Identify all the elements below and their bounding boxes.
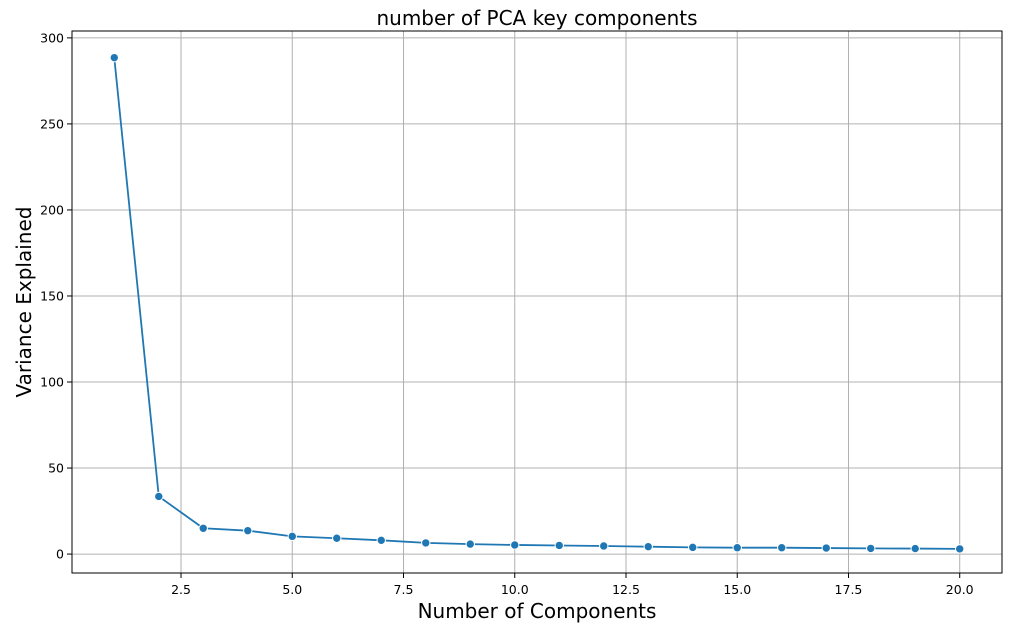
y-tick-label: 0 <box>56 547 64 562</box>
data-point <box>198 523 208 533</box>
x-tick-label: 17.5 <box>835 582 863 597</box>
data-point <box>154 491 164 502</box>
data-point <box>109 52 119 63</box>
y-tick-label: 200 <box>40 202 64 217</box>
x-tick-label: 7.5 <box>394 582 414 597</box>
data-point <box>599 541 609 551</box>
x-tick-label: 12.5 <box>612 582 640 597</box>
y-axis-label: Variance Explained <box>12 207 36 398</box>
chart-title: number of PCA key components <box>376 6 697 30</box>
series-layer <box>109 52 965 554</box>
data-point <box>910 543 920 554</box>
data-point <box>421 538 431 548</box>
y-tick-label: 100 <box>40 375 64 390</box>
data-point <box>243 525 253 536</box>
x-tick-label: 10.0 <box>501 582 529 597</box>
x-tick-label: 2.5 <box>171 582 191 597</box>
data-point <box>688 542 698 553</box>
series-line <box>113 57 960 550</box>
y-tick-label: 150 <box>40 288 64 303</box>
data-point <box>554 540 564 551</box>
data-point <box>287 531 297 542</box>
data-point <box>643 541 653 552</box>
data-point <box>732 543 742 553</box>
y-tick-label: 250 <box>40 116 64 131</box>
y-tick-label: 300 <box>40 30 64 45</box>
data-point <box>376 535 386 546</box>
x-axis-label: Number of Components <box>418 599 657 623</box>
data-point <box>821 543 831 553</box>
data-point <box>955 544 965 554</box>
plot-frame <box>71 30 1003 574</box>
x-tick-label: 15.0 <box>723 582 751 597</box>
data-point <box>332 533 342 543</box>
y-tick-label: 50 <box>48 461 64 476</box>
data-point <box>465 539 475 549</box>
x-tick-label: 20.0 <box>946 582 974 597</box>
grid <box>72 31 1002 573</box>
x-tick-label: 5.0 <box>282 582 302 597</box>
data-point <box>510 540 520 550</box>
axis-ticks: 2.5 5.0 7.5 10.0 12.5 15.0 17.5 20.0 0 50 100 150 20… <box>40 30 974 597</box>
data-point <box>777 543 787 553</box>
data-point <box>866 543 876 554</box>
